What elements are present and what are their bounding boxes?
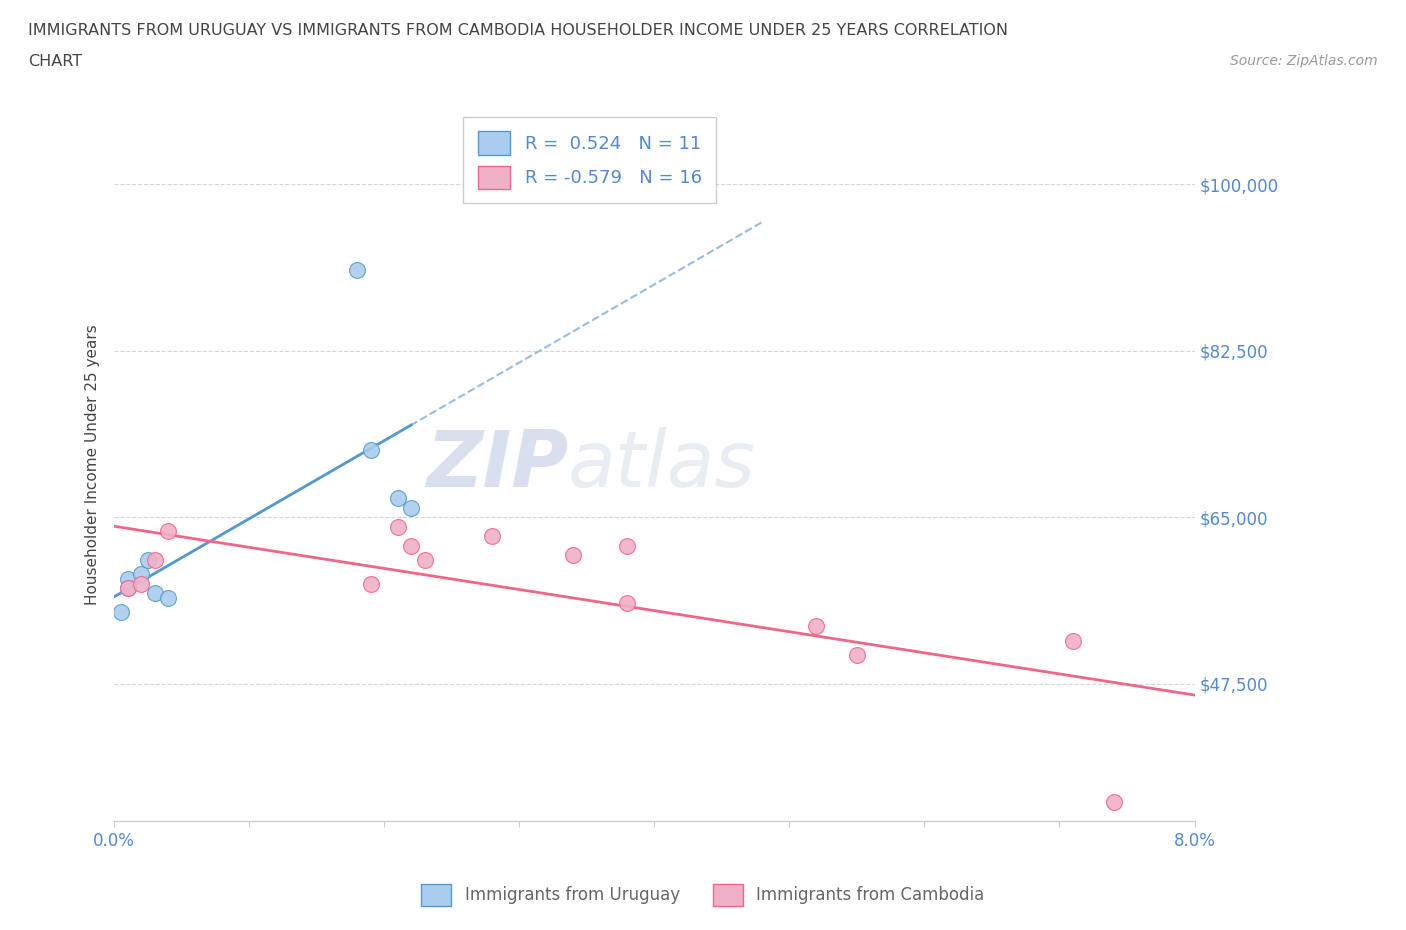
Point [481,528,503,543]
Point [157,591,180,605]
Legend: R =  0.524   N = 11, R = -0.579   N = 16: R = 0.524 N = 11, R = -0.579 N = 16 [463,117,716,203]
Text: CHART: CHART [28,54,82,69]
Point [401,538,423,553]
Point [143,586,166,601]
Point [387,519,409,534]
Point [360,577,382,591]
Point [117,571,139,586]
Point [387,491,409,506]
Point [129,577,152,591]
Point [110,604,132,619]
Text: IMMIGRANTS FROM URUGUAY VS IMMIGRANTS FROM CAMBODIA HOUSEHOLDER INCOME UNDER 25 : IMMIGRANTS FROM URUGUAY VS IMMIGRANTS FR… [28,23,1008,38]
Point [562,548,585,563]
Text: ZIP: ZIP [426,427,568,503]
Point [806,619,828,634]
Point [143,552,166,567]
Y-axis label: Householder Income Under 25 years: Householder Income Under 25 years [86,325,100,605]
Point [346,262,368,277]
Point [157,524,180,538]
Text: Source: ZipAtlas.com: Source: ZipAtlas.com [1230,54,1378,68]
Point [117,581,139,596]
Legend: Immigrants from Uruguay, Immigrants from Cambodia: Immigrants from Uruguay, Immigrants from… [415,878,991,912]
Point [1102,795,1125,810]
Point [413,552,436,567]
Text: atlas: atlas [568,427,756,503]
Point [616,595,638,610]
Point [616,538,638,553]
Point [136,552,159,567]
Point [845,647,868,662]
Point [360,443,382,458]
Point [1062,633,1084,648]
Point [401,500,423,515]
Point [129,566,152,581]
Point [117,581,139,596]
